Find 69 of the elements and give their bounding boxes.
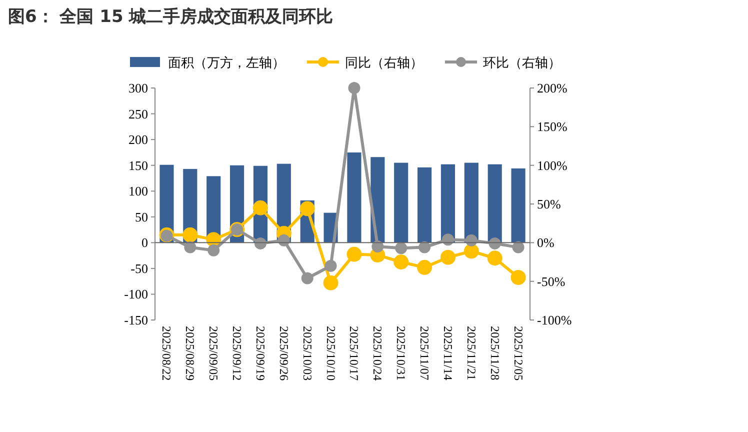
y2-tick-label: 150% — [537, 119, 568, 134]
x-tick-label: 2025/09/12 — [230, 326, 244, 381]
bar — [347, 152, 362, 243]
point — [418, 241, 431, 254]
point — [184, 241, 196, 254]
y-tick-label: 0 — [142, 235, 148, 250]
y-tick-label: 50 — [135, 209, 148, 224]
y-tick-label: 200 — [128, 132, 148, 148]
x-tick-label: 2025/11/07 — [418, 326, 432, 380]
bar — [418, 167, 432, 243]
bar — [488, 164, 502, 243]
y2-tick-label: -50% — [537, 274, 566, 289]
x-tick-label: 2025/10/03 — [300, 326, 314, 381]
x-tick-label: 2025/09/26 — [276, 326, 291, 381]
y-tick-label: -100 — [124, 286, 148, 302]
point — [372, 240, 384, 253]
point — [395, 242, 408, 254]
y2-tick-label: 0% — [537, 235, 554, 250]
y2-tick-label: 100% — [537, 158, 568, 173]
y-tick-label: 300 — [128, 80, 148, 96]
y-tick-label: -50 — [130, 260, 148, 276]
x-tick-label: 2025/11/21 — [464, 326, 478, 380]
y-tick-label: 150 — [128, 158, 148, 173]
point — [512, 241, 524, 254]
point — [488, 237, 501, 250]
y2-tick-label: 50% — [537, 196, 561, 212]
bar — [464, 162, 478, 243]
bar — [394, 162, 408, 243]
point — [301, 272, 314, 284]
y2-tick-label: -100% — [537, 312, 572, 328]
point — [510, 270, 526, 285]
y2-tick-label: 200% — [537, 80, 568, 96]
point — [348, 82, 360, 94]
x-tick-label: 2025/10/24 — [370, 326, 385, 381]
x-tick-label: 2025/10/17 — [347, 326, 362, 381]
x-tick-label: 2025/12/05 — [511, 326, 526, 381]
point — [465, 234, 478, 246]
y-tick-label: 100 — [128, 184, 148, 199]
point — [487, 250, 502, 266]
legend-label: 面积（万方，左轴） — [168, 55, 285, 71]
x-tick-label: 2025/09/19 — [253, 326, 268, 381]
point — [394, 254, 409, 270]
point — [346, 246, 362, 262]
x-tick-label: 2025/10/31 — [394, 326, 408, 381]
bar — [440, 164, 455, 243]
legend-label: 环比（右轴） — [483, 56, 561, 71]
point — [208, 244, 220, 256]
x-tick-label: 2025/10/10 — [324, 326, 338, 381]
x-tick-label: 2025/11/14 — [440, 326, 455, 380]
y-tick-label: -150 — [124, 312, 148, 328]
x-tick-label: 2025/09/05 — [206, 326, 221, 381]
point — [300, 201, 315, 216]
point — [252, 200, 268, 216]
y-tick-label: 250 — [128, 106, 148, 122]
chart-title: 图6： 全国 15 城二手房成交面积及同环比 — [8, 7, 334, 27]
x-tick-label: 2025/08/22 — [160, 326, 174, 381]
bar — [511, 168, 526, 243]
legend-label: 同比（右轴） — [345, 56, 423, 71]
point — [278, 234, 290, 246]
point — [324, 260, 337, 272]
point — [440, 250, 456, 265]
x-tick-label: 2025/11/28 — [488, 326, 502, 380]
point — [464, 244, 479, 259]
point — [182, 227, 198, 242]
point — [442, 234, 454, 246]
point — [417, 260, 432, 275]
point — [323, 275, 338, 290]
x-tick-label: 2025/08/29 — [183, 326, 198, 381]
point — [254, 237, 266, 250]
